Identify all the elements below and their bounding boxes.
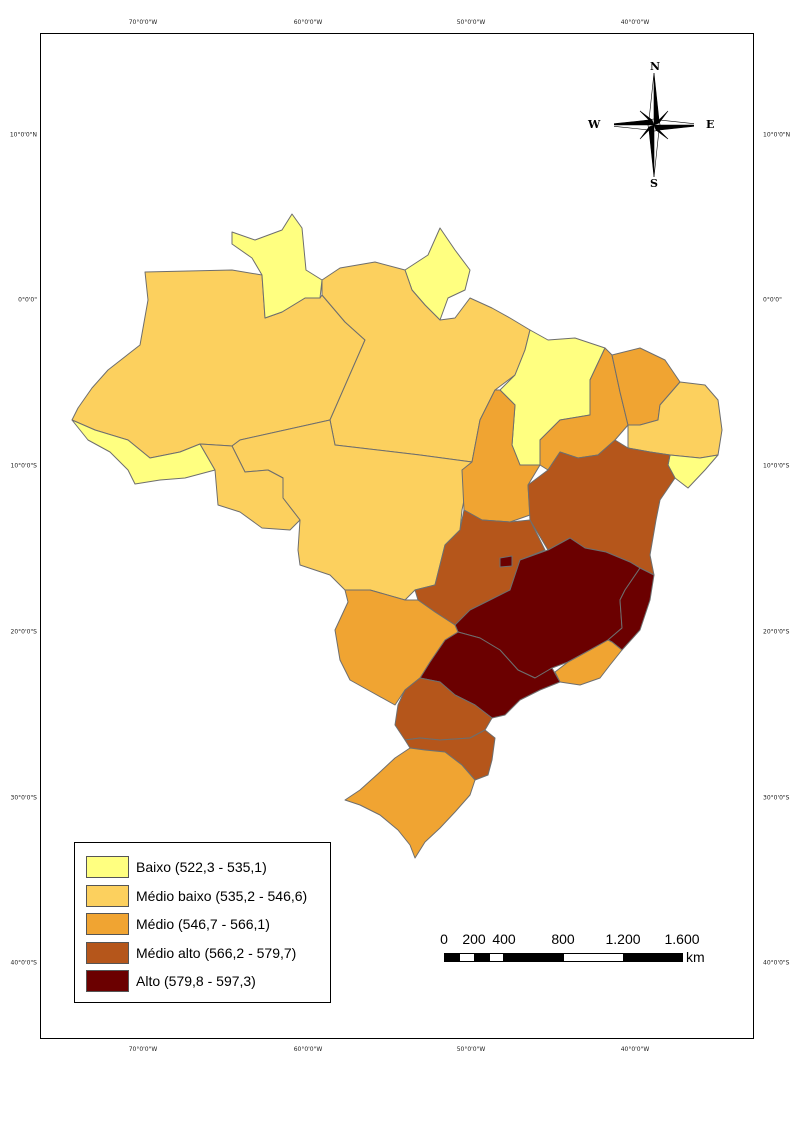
graticule-left-label: 20°0'0"S [10, 628, 38, 636]
graticule-left-label: 30°0'0"S [10, 794, 38, 802]
legend-item: Médio (546,7 - 566,1) [86, 913, 326, 935]
legend-label: Médio alto (566,2 - 579,7) [136, 945, 297, 961]
scale-bar-graphic [444, 953, 683, 962]
scale-tick-label: 1.600 [664, 931, 700, 947]
state-acre [71, 419, 216, 485]
scale-bar: 0 200 400 800 1.200 1.600 km [440, 931, 710, 971]
state-rio-de-janeiro [554, 639, 623, 686]
graticule-bottom-label: 40°0'0"W [620, 1046, 650, 1053]
graticule-left-label: 10°0'0"S [10, 462, 38, 470]
graticule-top-label: 70°0'0"W [128, 19, 158, 26]
state-distrito-federal [499, 555, 513, 568]
graticule-right-label: 20°0'0"S [763, 628, 790, 636]
compass-east-label: E [706, 118, 715, 131]
scale-tick-label: 0 [440, 931, 448, 947]
legend-swatch [86, 970, 129, 992]
scale-tick-label: 200 [462, 931, 486, 947]
graticule-left-label: 0°0'0" [18, 296, 37, 304]
graticule-top-label: 50°0'0"W [456, 19, 486, 26]
graticule-top-label: 40°0'0"W [620, 19, 650, 26]
legend-label: Médio (546,7 - 566,1) [136, 916, 270, 932]
map-frame [40, 33, 754, 1039]
graticule-bottom-label: 60°0'0"W [293, 1046, 323, 1053]
state-rio-grande-do-sul [344, 747, 476, 859]
legend-item: Médio baixo (535,2 - 546,6) [86, 885, 326, 907]
compass-south-label: S [650, 177, 658, 190]
graticule-right-label: 0°0'0" [763, 296, 782, 304]
graticule-right-label: 10°0'0"S [763, 462, 790, 470]
legend: Baixo (522,3 - 535,1) Médio baixo (535,2… [74, 842, 331, 1003]
state-roraima [231, 213, 323, 319]
legend-swatch [86, 885, 129, 907]
state-alagoas-sergipe [667, 454, 719, 489]
legend-swatch [86, 913, 129, 935]
graticule-right-label: 30°0'0"S [763, 794, 790, 802]
north-arrow-icon [614, 72, 694, 178]
legend-label: Alto (579,8 - 597,3) [136, 973, 256, 989]
state-mato-grosso-do-sul [334, 589, 459, 706]
graticule-bottom-label: 70°0'0"W [128, 1046, 158, 1053]
legend-swatch [86, 942, 129, 964]
graticule-bottom-label: 50°0'0"W [456, 1046, 486, 1053]
compass-west-label: W [588, 118, 601, 131]
state-rondonia [199, 443, 301, 531]
legend-item: Baixo (522,3 - 535,1) [86, 856, 326, 878]
graticule-left-label: 10°0'0"N [9, 131, 37, 139]
legend-item: Alto (579,8 - 597,3) [86, 970, 326, 992]
graticule-right-label: 10°0'0"N [763, 131, 791, 139]
scale-unit-label: km [686, 949, 705, 965]
legend-swatch [86, 856, 129, 878]
compass-north-label: N [650, 60, 661, 73]
legend-item: Médio alto (566,2 - 579,7) [86, 942, 326, 964]
scale-tick-label: 800 [551, 931, 575, 947]
graticule-top-label: 60°0'0"W [293, 19, 323, 26]
scale-tick-label: 1.200 [605, 931, 641, 947]
scale-tick-label: 400 [492, 931, 516, 947]
legend-label: Baixo (522,3 - 535,1) [136, 859, 267, 875]
graticule-left-label: 40°0'0"S [10, 959, 38, 967]
graticule-right-label: 40°0'0"S [763, 959, 790, 967]
legend-label: Médio baixo (535,2 - 546,6) [136, 888, 308, 904]
